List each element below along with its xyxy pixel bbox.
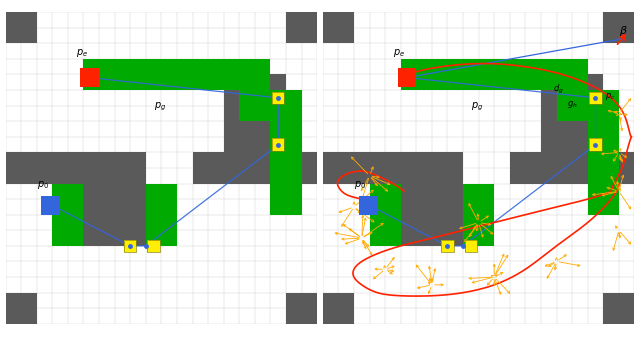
Bar — [589, 92, 602, 104]
Bar — [147, 240, 160, 252]
Bar — [52, 184, 83, 246]
Bar — [124, 240, 136, 252]
Bar — [589, 92, 602, 104]
Bar — [272, 92, 285, 104]
Text: $p_e$: $p_e$ — [393, 47, 405, 59]
Text: $\beta$: $\beta$ — [619, 24, 628, 38]
Bar — [146, 184, 177, 246]
Bar — [588, 90, 619, 184]
Text: $p_0$: $p_0$ — [36, 179, 49, 191]
Bar — [81, 68, 99, 87]
Bar — [441, 240, 454, 252]
Bar — [272, 138, 285, 151]
Bar — [6, 12, 36, 43]
Bar — [557, 90, 588, 121]
Bar — [604, 293, 634, 324]
Text: $p_g$: $p_g$ — [154, 101, 166, 113]
Bar — [369, 215, 494, 246]
Text: $p_0$: $p_0$ — [354, 179, 366, 191]
Bar — [323, 12, 354, 43]
Bar — [401, 184, 463, 246]
Bar — [323, 293, 354, 324]
Bar — [239, 90, 271, 121]
Bar — [510, 152, 634, 184]
Text: $p_c$: $p_c$ — [605, 91, 615, 102]
Bar — [541, 75, 604, 152]
Bar — [224, 75, 286, 152]
Bar — [6, 152, 146, 184]
Bar — [147, 240, 160, 252]
Bar — [124, 240, 136, 252]
Text: $g_h$: $g_h$ — [568, 99, 578, 110]
Text: $p_g$: $p_g$ — [471, 101, 483, 113]
Bar — [286, 12, 317, 43]
Bar — [465, 240, 477, 252]
Bar — [323, 152, 463, 184]
Bar — [6, 293, 36, 324]
Bar — [589, 138, 602, 151]
Bar — [271, 90, 301, 184]
Bar — [441, 240, 454, 252]
Bar — [52, 215, 177, 246]
Bar — [588, 184, 619, 215]
Bar — [589, 138, 602, 151]
Bar — [272, 138, 285, 151]
Bar — [286, 293, 317, 324]
Bar — [83, 184, 146, 246]
Bar — [193, 152, 317, 184]
Text: $d_g$: $d_g$ — [554, 83, 564, 96]
Bar — [397, 68, 416, 87]
Bar — [271, 184, 301, 215]
Bar — [463, 184, 494, 246]
Bar — [401, 59, 588, 90]
Bar — [465, 240, 477, 252]
Bar — [604, 12, 634, 43]
Text: $p_e$: $p_e$ — [76, 47, 88, 59]
Bar — [83, 59, 271, 90]
Bar — [358, 196, 378, 215]
Bar — [42, 196, 60, 215]
Bar — [369, 184, 401, 246]
Bar — [272, 92, 285, 104]
